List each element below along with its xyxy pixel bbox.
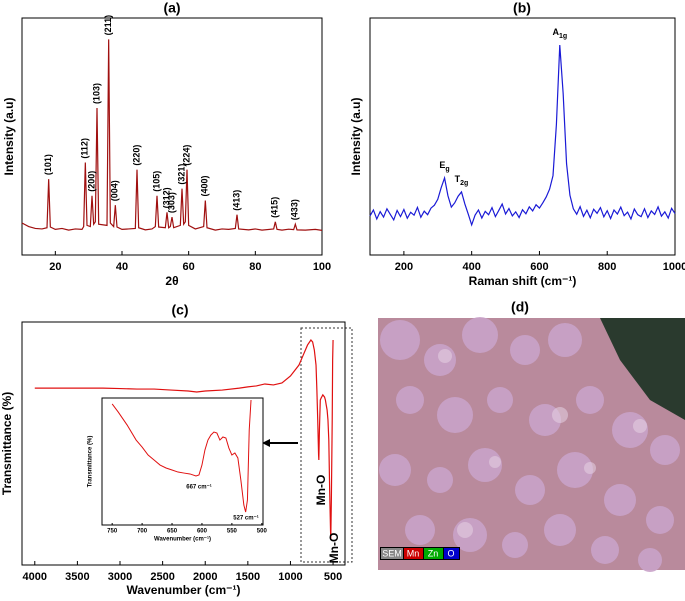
- plot-frame: [21, 17, 323, 256]
- annotation: (413): [231, 190, 241, 211]
- annotation: (312): [161, 187, 171, 208]
- annotation: (211): [103, 15, 113, 36]
- x-tick-label: 700: [137, 529, 148, 535]
- annotation: Mn-O: [327, 533, 341, 564]
- x-tick-label: 100: [313, 261, 331, 273]
- annotation: (321): [176, 164, 186, 185]
- x-tick-label: 1500: [236, 571, 260, 583]
- x-tick-label: 550: [227, 529, 238, 535]
- annotation-sub: 2g: [460, 180, 468, 187]
- sem-image: [378, 317, 685, 572]
- annotation: (004): [110, 180, 120, 201]
- x-tick-label: 200: [395, 261, 413, 273]
- annotation: Eg: [439, 160, 449, 172]
- inset-frame: [101, 397, 264, 526]
- plot-frame: [21, 321, 346, 566]
- x-tick-label: 20: [49, 261, 61, 273]
- legend-label: Mn: [407, 548, 420, 558]
- chart-title: (b): [513, 0, 531, 16]
- legend-label: Zn: [428, 548, 439, 558]
- data-line: [21, 39, 323, 231]
- annotation: (415): [270, 197, 280, 218]
- annotation-main: T: [455, 174, 461, 184]
- x-tick-label: 60: [183, 261, 195, 273]
- y-axis-label: Intensity (a.u): [349, 97, 363, 175]
- annotation-sub: 1g: [559, 33, 567, 40]
- plot-frame: [369, 17, 676, 256]
- annotation: 527 cm⁻¹: [233, 515, 259, 522]
- annotation-main: A: [552, 27, 559, 37]
- x-tick-label: 1000: [663, 261, 685, 273]
- x-axis-label: Wavenumber (cm⁻¹): [127, 583, 241, 597]
- x-tick-label: 4000: [23, 571, 47, 583]
- annotation: (105): [151, 171, 161, 192]
- x-tick-label: 600: [530, 261, 548, 273]
- panel-title: (d): [511, 299, 529, 315]
- annotation: A1g: [552, 27, 567, 39]
- x-tick-label: 1000: [278, 571, 302, 583]
- annotation: (400): [200, 175, 210, 196]
- annotation: (220): [131, 145, 141, 166]
- x-tick-label: 750: [107, 529, 118, 535]
- annotation-sub: g: [445, 166, 449, 173]
- arrow-head: [262, 439, 270, 447]
- y-axis-label: Transmittance (%): [0, 392, 14, 495]
- annotation: Mn-O: [314, 475, 328, 506]
- data-line: [34, 338, 334, 540]
- x-tick-label: 500: [324, 571, 342, 583]
- x-axis-label: 2θ: [165, 274, 178, 288]
- x-tick-label: 2500: [150, 571, 174, 583]
- legend-label: SEM: [382, 548, 402, 558]
- annotation: T2g: [455, 174, 469, 186]
- x-tick-label: 3500: [65, 571, 89, 583]
- annotation: (433): [290, 199, 300, 220]
- x-tick-label: 40: [116, 261, 128, 273]
- x-tick-label: 800: [598, 261, 616, 273]
- annotation: (112): [80, 138, 90, 159]
- highlight-box: [300, 327, 353, 563]
- annotation: (200): [86, 171, 96, 192]
- data-line: [111, 400, 252, 513]
- x-tick-label: 650: [167, 529, 178, 535]
- y-axis-label: Intensity (a.u): [2, 97, 16, 175]
- x-tick-label: 80: [249, 261, 261, 273]
- legend-label: O: [447, 548, 454, 558]
- chart-title: (a): [163, 0, 180, 16]
- annotation: 667 cm⁻¹: [186, 484, 212, 491]
- x-axis-label: Raman shift (cm⁻¹): [469, 274, 577, 288]
- annotation-main: E: [439, 160, 445, 170]
- annotation: (101): [43, 154, 53, 175]
- annotation: (224): [181, 145, 191, 166]
- data-line: [369, 44, 676, 227]
- x-tick-label: 500: [257, 529, 268, 535]
- chart-title: (c): [171, 302, 188, 318]
- y-axis-label: Transmittance (%): [88, 436, 94, 488]
- x-tick-label: 600: [197, 529, 208, 535]
- x-axis-label: Wavenumber (cm⁻¹): [154, 536, 211, 543]
- x-tick-label: 400: [462, 261, 480, 273]
- x-tick-label: 3000: [108, 571, 132, 583]
- annotation: (303): [166, 192, 176, 213]
- x-tick-label: 2000: [193, 571, 217, 583]
- annotation: (103): [91, 83, 101, 104]
